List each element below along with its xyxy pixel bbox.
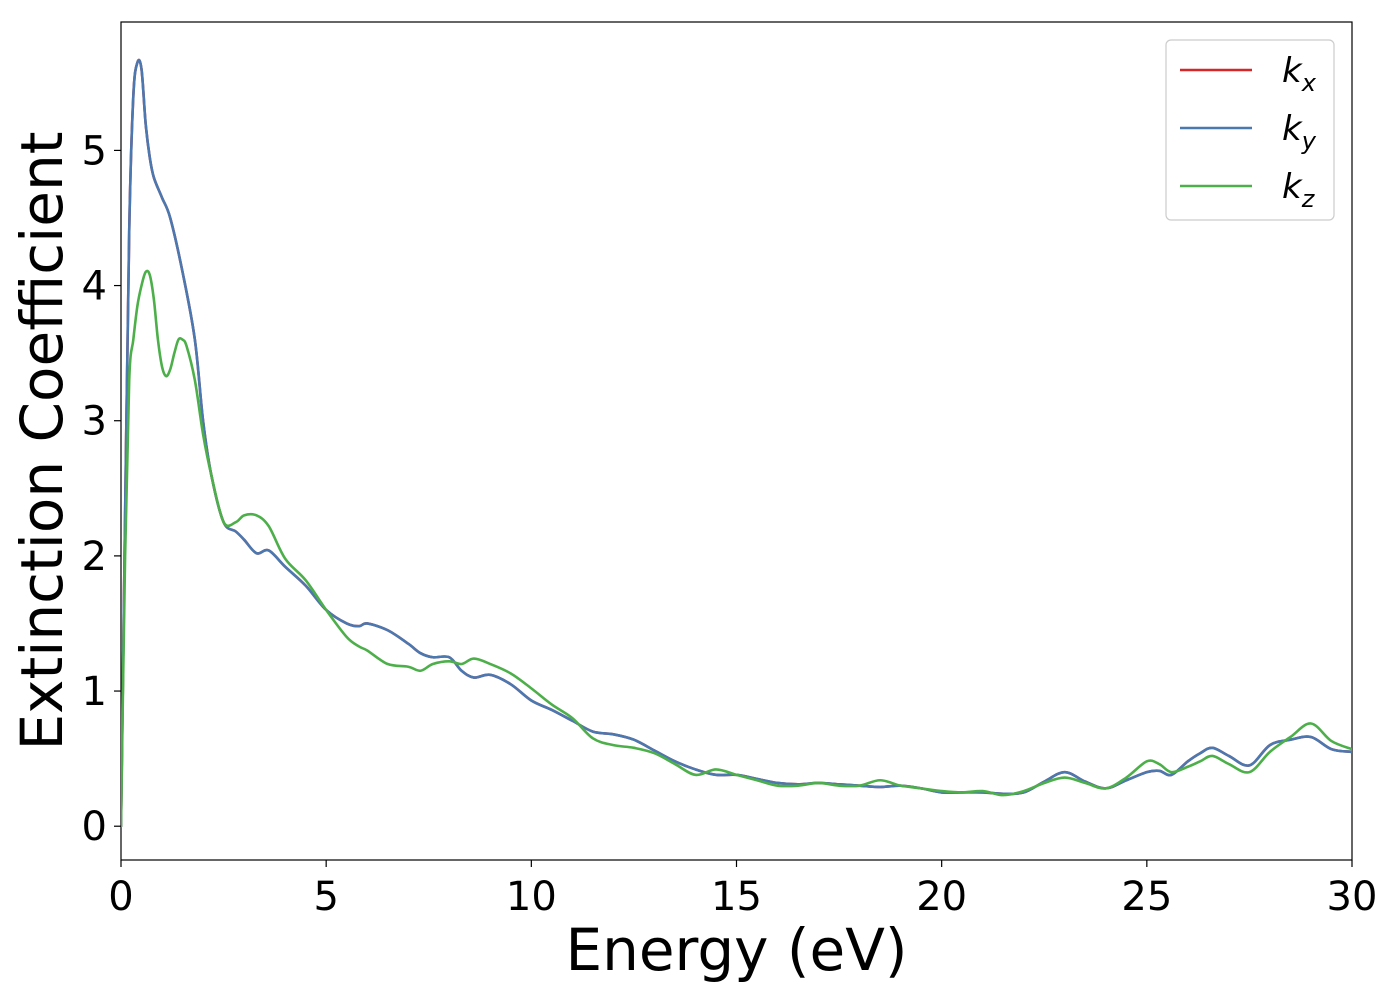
y-tick-label: 0 <box>82 804 107 850</box>
x-tick-label: 0 <box>108 874 133 920</box>
y-tick-label: 2 <box>82 534 107 580</box>
series-layer <box>121 58 1352 828</box>
x-tick-label: 20 <box>916 874 967 920</box>
legend-label-k-y: ky <box>1282 109 1317 155</box>
x-tick-label: 30 <box>1327 874 1378 920</box>
x-axis-title: Energy (eV) <box>565 916 907 984</box>
x-tick-label: 10 <box>506 874 557 920</box>
legend-label-k-x: kx <box>1282 51 1317 97</box>
x-axis-ticks: 0 5 10 15 20 25 30 <box>108 860 1377 920</box>
x-tick-label: 15 <box>711 874 762 920</box>
legend-label-k-z: kz <box>1282 167 1316 213</box>
y-tick-label: 4 <box>82 264 107 310</box>
legend-box <box>1165 39 1335 221</box>
x-tick-label: 5 <box>313 874 338 920</box>
y-tick-label: 1 <box>82 669 107 715</box>
y-axis-ticks: 0 1 2 3 4 5 <box>82 128 121 850</box>
y-axis-title: Extinction Coefficient <box>8 132 76 751</box>
y-tick-label: 5 <box>82 128 107 174</box>
series-line-k-z <box>121 269 1352 828</box>
y-tick-label: 3 <box>82 399 107 445</box>
x-tick-label: 25 <box>1121 874 1172 920</box>
legend: kx ky kz <box>1165 39 1335 221</box>
